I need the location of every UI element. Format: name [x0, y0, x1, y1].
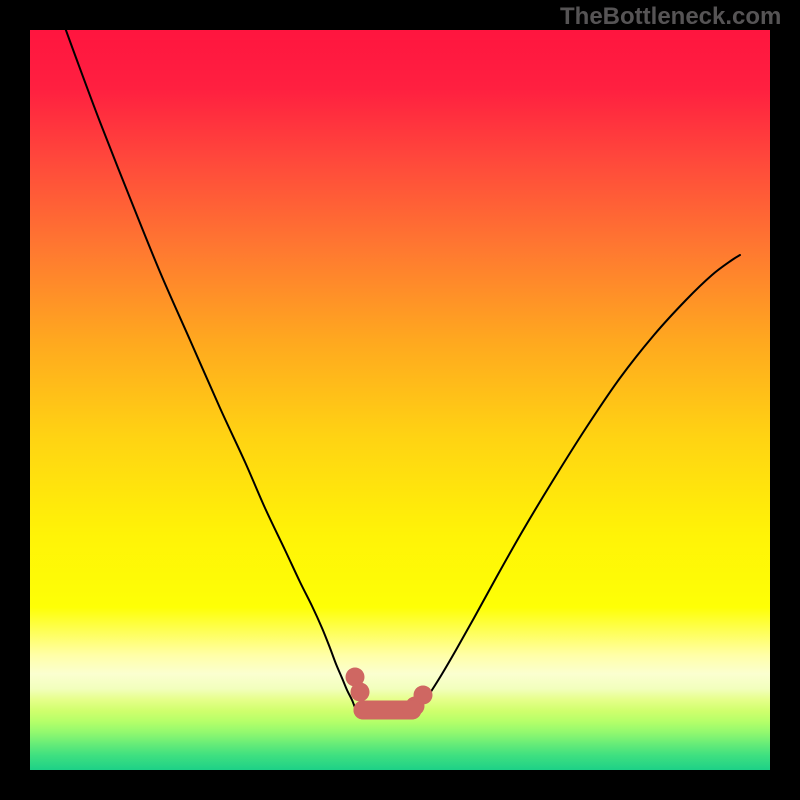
bottleneck-chart	[0, 0, 800, 800]
watermark-text: TheBottleneck.com	[560, 3, 781, 31]
gradient-background	[30, 30, 770, 770]
chart-container: TheBottleneck.com	[0, 0, 800, 800]
